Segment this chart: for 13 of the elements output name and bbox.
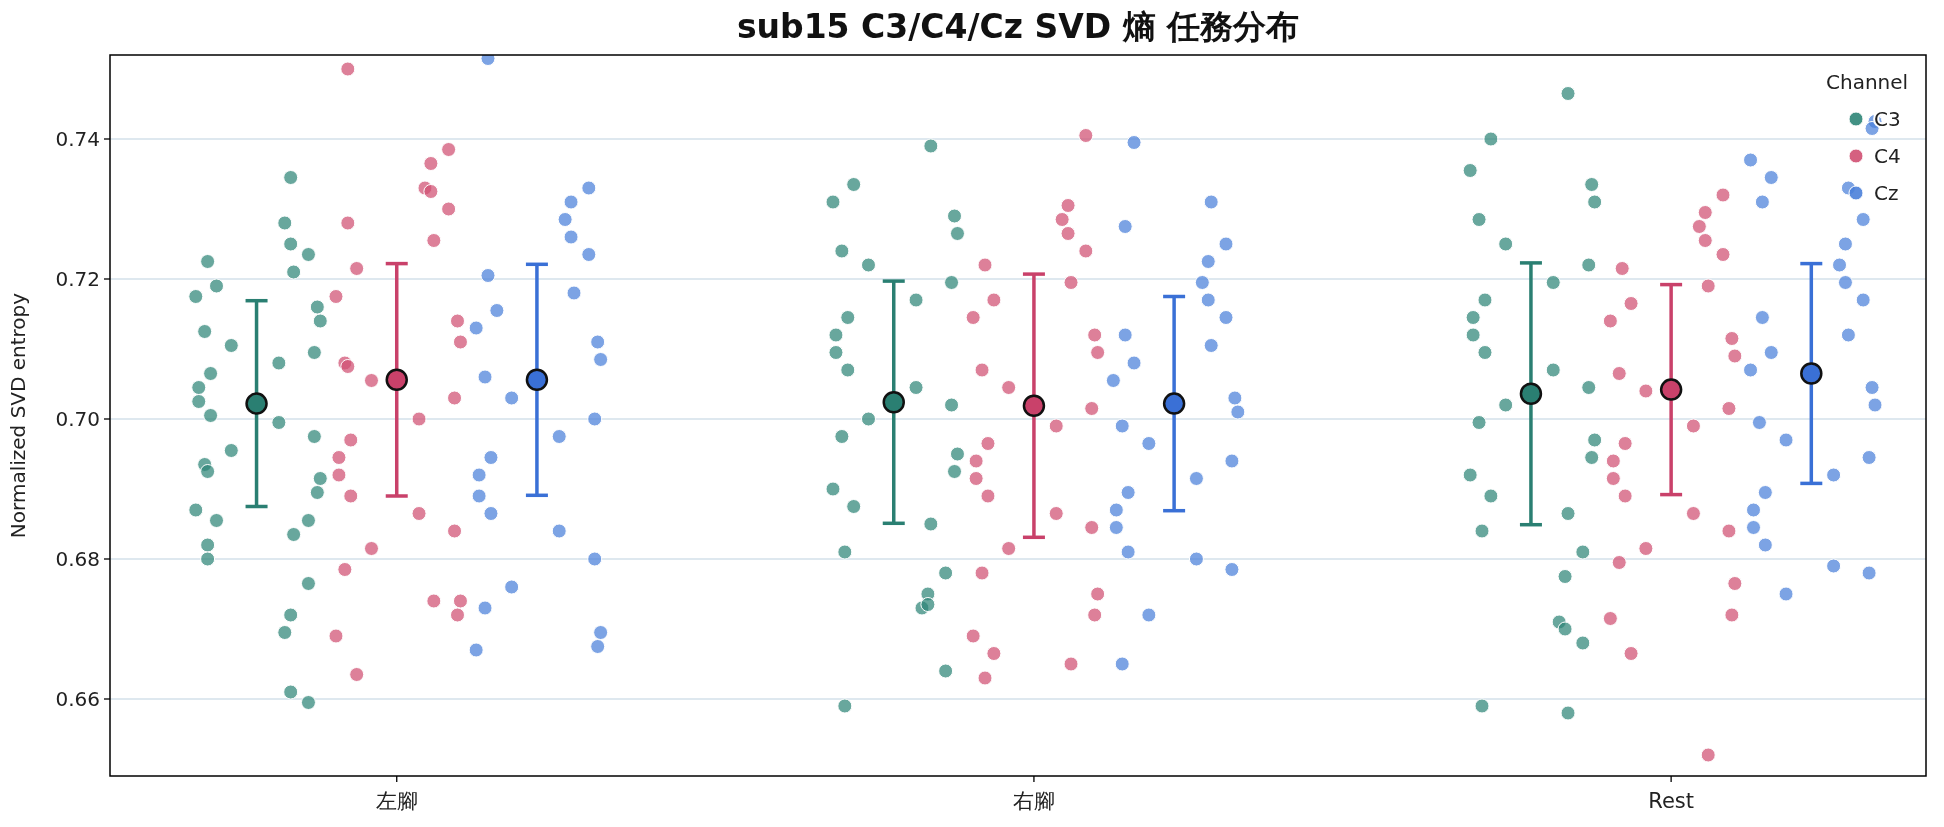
y-tick-label: 0.74	[55, 127, 100, 151]
x-tick-label: 左腳	[375, 789, 418, 813]
y-tick-label: 0.66	[55, 687, 100, 711]
legend-title: Channel	[1826, 70, 1909, 94]
y-tick-label: 0.68	[55, 547, 100, 571]
x-tick-label: Rest	[1648, 789, 1694, 813]
y-axis-title: Normalized SVD entropy	[6, 292, 30, 539]
legend-label: Cz	[1874, 181, 1899, 205]
y-tick-label: 0.70	[55, 407, 100, 431]
legend-label: C4	[1874, 144, 1901, 168]
x-tick-label: 右腳	[1012, 789, 1055, 813]
chart-title: sub15 C3/C4/Cz SVD 熵 任務分布	[736, 7, 1300, 46]
y-tick-label: 0.72	[55, 267, 100, 291]
